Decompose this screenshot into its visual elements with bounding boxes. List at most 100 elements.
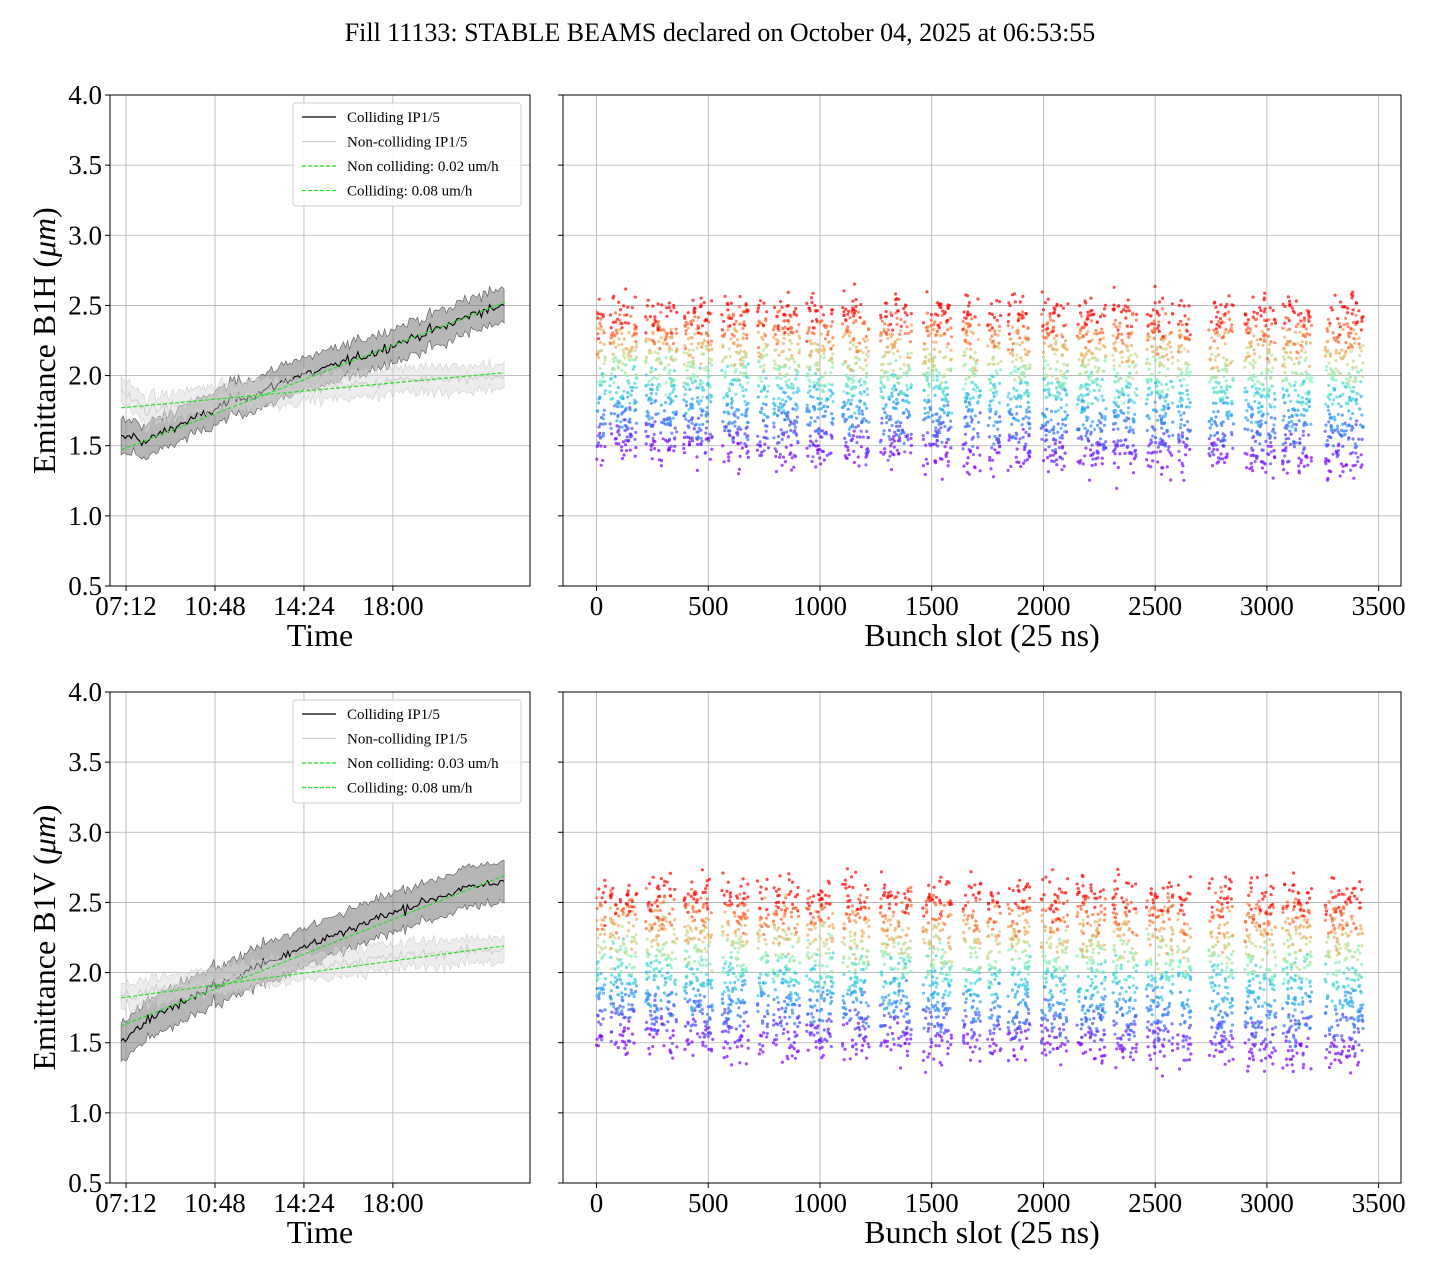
bunch-point (619, 420, 623, 424)
bunch-point (668, 420, 673, 425)
bunch-point (1047, 430, 1051, 434)
bunch-point (708, 432, 712, 436)
bunch-point (608, 935, 613, 939)
bunch-point (936, 313, 940, 317)
bunch-point (1061, 306, 1066, 310)
bunch-point (1022, 447, 1027, 452)
bunch-point (1051, 453, 1055, 457)
bunch-point (617, 343, 621, 347)
bunch-point (779, 299, 783, 304)
bunch-point (665, 994, 669, 998)
bunch-point (883, 410, 887, 415)
bunch-point (596, 332, 600, 336)
bunch-point (1146, 464, 1150, 468)
bunch-point (692, 373, 696, 377)
bunch-point (1289, 350, 1293, 355)
bunch-point (699, 379, 703, 383)
bunch-point (720, 360, 725, 364)
bunch-point (1259, 314, 1263, 318)
bunch-point (1272, 423, 1276, 427)
bunch-point (841, 306, 845, 310)
bunch-point (703, 1020, 707, 1024)
bunch-point (621, 361, 625, 366)
bunch-point (745, 308, 749, 312)
bunch-point (1354, 313, 1358, 317)
legend-label-0: Colliding IP1/5 (347, 707, 440, 723)
bunch-point (609, 896, 613, 900)
bunch-point (880, 355, 884, 359)
bunch-point (1023, 375, 1027, 379)
bunch-point (776, 375, 780, 380)
bunch-point (756, 310, 760, 314)
bunch-point (696, 331, 700, 335)
bunch-point (892, 388, 896, 393)
bunch-point (665, 1006, 669, 1010)
bunch-point (1019, 464, 1023, 469)
bunch-point (1055, 463, 1059, 467)
bunch-point (1215, 424, 1219, 428)
bunch-point (631, 909, 635, 913)
bunch-point (816, 350, 820, 354)
bunch-point (1261, 412, 1265, 416)
bunch-point (650, 366, 654, 370)
bunch-point (1131, 471, 1136, 475)
bunch-point (598, 932, 602, 936)
bunch-point (603, 445, 607, 449)
bunch-point (1084, 346, 1088, 350)
bunch-point (1210, 336, 1214, 340)
bunch-point (1066, 413, 1070, 417)
bunch-point (1120, 360, 1124, 364)
bunch-point (723, 332, 727, 336)
fit-line-3 (120, 875, 505, 1027)
bunch-point (656, 328, 660, 332)
bunch-point (847, 415, 851, 419)
series-line-1 (120, 943, 505, 1001)
bunch-point (1257, 401, 1261, 405)
b1h-time-data (120, 285, 505, 461)
bunch-point (831, 361, 835, 365)
bunch-point (1097, 388, 1101, 392)
bunch-point (648, 1032, 652, 1037)
bunch-point (969, 347, 973, 351)
bunch-point (683, 324, 687, 328)
bunch-point (1339, 300, 1343, 304)
bunch-point (946, 403, 950, 407)
bunch-point (596, 434, 601, 438)
bunch-point (1300, 402, 1304, 407)
bunch-point (813, 419, 817, 423)
bunch-point (905, 385, 909, 389)
bunch-point (783, 374, 787, 378)
bunch-point (932, 327, 936, 331)
bunch-point (809, 416, 813, 420)
bunch-point (745, 414, 749, 418)
bunch-point (783, 325, 787, 329)
bunch-point (614, 345, 618, 349)
bunch-point (1230, 400, 1234, 404)
bunch-point (1343, 385, 1347, 389)
bunch-point (656, 1008, 660, 1012)
bunch-point (1024, 364, 1028, 368)
bunch-point (1112, 322, 1116, 326)
bunch-point (976, 431, 980, 436)
bunch-point (1021, 461, 1026, 465)
bunch-point (1122, 443, 1126, 447)
bunch-point (651, 909, 656, 913)
bunch-point (669, 331, 673, 335)
bunch-point (796, 370, 800, 374)
bunch-point (1027, 349, 1031, 354)
bunch-point (842, 313, 846, 317)
bunch-point (634, 355, 639, 359)
figure-title: Fill 11133: STABLE BEAMS declared on Oct… (344, 18, 1096, 47)
bunch-point (819, 348, 823, 352)
bunch-point (1104, 407, 1108, 411)
bunch-point (659, 1014, 664, 1019)
bunch-point (977, 395, 981, 399)
bunch-point (664, 422, 668, 426)
bunch-point (865, 429, 869, 433)
bunch-point (617, 428, 621, 432)
bunch-point (626, 889, 630, 893)
bunch-point (1309, 376, 1313, 380)
bunch-point (1259, 337, 1263, 341)
bunch-point (1059, 426, 1063, 430)
